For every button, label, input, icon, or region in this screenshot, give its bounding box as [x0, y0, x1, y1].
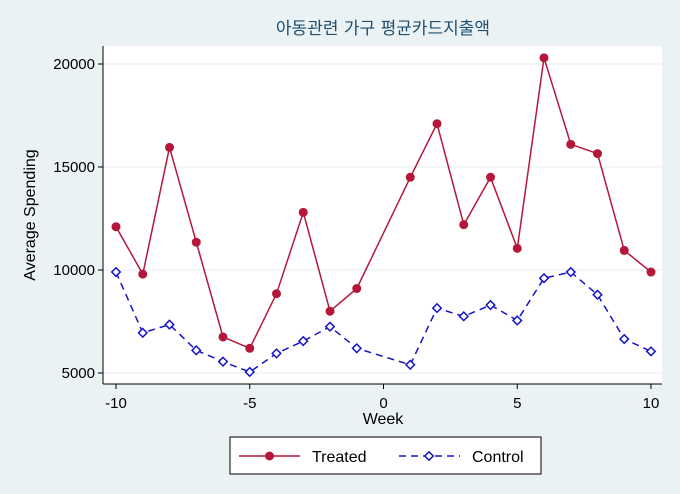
- y-tick-label: 20000: [53, 56, 95, 73]
- data-point-treated: [593, 149, 602, 159]
- data-point-treated: [325, 306, 335, 316]
- data-point-treated: [111, 222, 121, 232]
- x-axis-label: Week: [363, 411, 405, 428]
- x-tick-label: -10: [105, 395, 127, 412]
- data-point-treated: [218, 332, 228, 342]
- data-point-control: [271, 348, 282, 359]
- series-line-treated: [115, 57, 652, 350]
- x-tick-label: -5: [243, 395, 256, 412]
- data-point-treated: [138, 269, 148, 279]
- data-point-control: [244, 366, 256, 378]
- chart-title: 아동관련 가구 평균카드지출액: [276, 19, 490, 39]
- y-tick-label: 10000: [53, 262, 95, 279]
- data-point-treated: [245, 343, 255, 353]
- series-line-control: [115, 271, 652, 373]
- data-point-control: [458, 311, 470, 322]
- x-tick-label: 10: [643, 395, 660, 412]
- legend-treated-marker: [265, 451, 274, 461]
- axes: 5000 10000 15000 20000 -10 -5 0 5 10: [53, 46, 662, 412]
- data-point-treated: [539, 53, 549, 63]
- data-point-treated: [352, 284, 362, 294]
- data-point-treated: [646, 267, 656, 277]
- data-point-control: [110, 266, 122, 278]
- data-point-treated: [272, 289, 281, 299]
- data-point-control: [511, 315, 523, 326]
- data-point-control: [565, 266, 577, 278]
- data-point-treated: [459, 220, 469, 230]
- data-point-control: [645, 346, 657, 357]
- x-tick-label: 5: [513, 395, 521, 412]
- data-point-treated: [405, 172, 415, 182]
- data-point-treated: [191, 237, 201, 247]
- data-point-treated: [619, 245, 629, 255]
- data-point-control: [485, 299, 496, 311]
- data-point-control: [592, 289, 603, 301]
- data-point-control: [618, 333, 630, 345]
- y-axis-label: Average Spending: [22, 149, 39, 280]
- data-point-control: [137, 327, 149, 339]
- data-point-control: [351, 342, 363, 354]
- data-point-control: [324, 321, 336, 332]
- data-point-control: [538, 272, 550, 284]
- data-point-treated: [566, 139, 576, 149]
- data-point-treated: [486, 172, 495, 182]
- data-point-control: [404, 359, 416, 371]
- x-tick-label: 0: [379, 395, 387, 412]
- legend: Treated Control: [229, 436, 542, 475]
- legend-treated-label: Treated: [312, 449, 367, 466]
- y-tick-label: 5000: [62, 365, 95, 382]
- plot-area: [103, 46, 662, 384]
- data-point-treated: [432, 119, 442, 129]
- legend-control-label: Control: [472, 449, 524, 466]
- data-point-control: [217, 356, 229, 367]
- series: [110, 53, 657, 378]
- data-point-treated: [512, 243, 522, 253]
- y-tick-label: 15000: [53, 159, 95, 176]
- data-point-control: [297, 335, 309, 347]
- data-point-control: [164, 319, 175, 330]
- data-point-control: [190, 345, 202, 356]
- data-point-control: [431, 302, 443, 314]
- data-point-treated: [298, 207, 308, 217]
- legend-control-marker: [423, 450, 435, 462]
- data-point-treated: [165, 142, 174, 152]
